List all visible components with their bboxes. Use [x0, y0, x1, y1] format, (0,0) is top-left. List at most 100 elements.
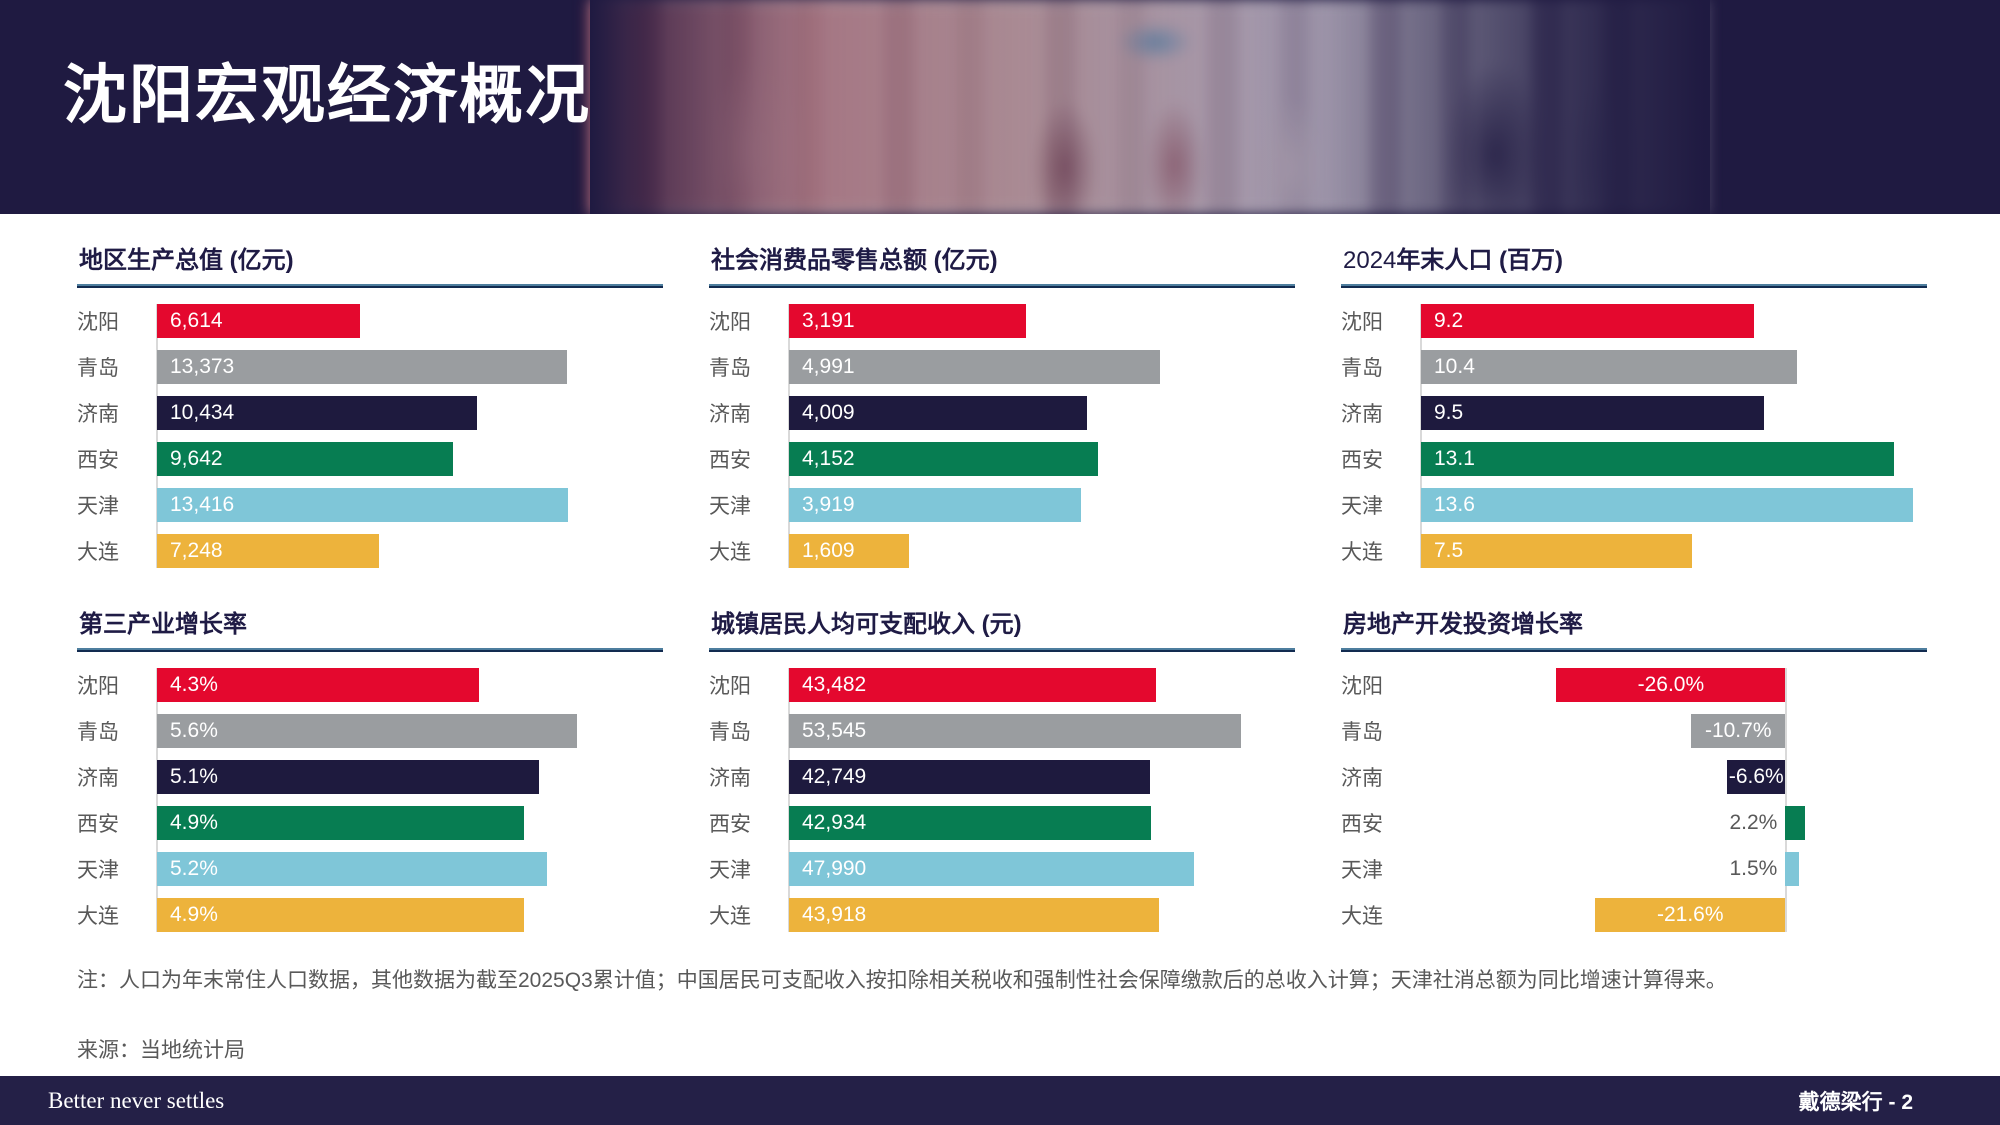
data-bar-jinan-navy: 5.1% [157, 760, 540, 794]
bar-area: 4.9% [157, 806, 663, 840]
bar-value: 7,248 [170, 539, 223, 562]
chart-row: 大连 4.9% [77, 898, 663, 932]
row-city-label: 大连 [77, 541, 119, 564]
data-bar-dalian-yellow: -21.6% [1595, 898, 1786, 932]
chart-retail-sales: 社会消费品零售总额 (亿元) 沈阳 3,191 青岛 4,991 济南 4,009 西安 4,… [709, 240, 1295, 568]
bar-area: 6,614 [157, 304, 663, 338]
chart-row: 西安 4.9% [77, 806, 663, 840]
bar-area: 3,919 [789, 488, 1295, 522]
row-city-label: 济南 [77, 767, 119, 790]
data-bar-xian-green: 13.1 [1421, 442, 1895, 476]
row-city-label: 沈阳 [1341, 675, 1383, 698]
title-underline [77, 284, 663, 288]
axis-line [156, 668, 158, 932]
bar-area: -10.7% [1421, 714, 1927, 748]
bar-value: 1,609 [802, 539, 855, 562]
chart-title: 房地产开发投资增长率 [1343, 604, 1927, 639]
row-city-label: 天津 [77, 495, 119, 518]
data-bar-tianjin-lightblue [1785, 852, 1799, 886]
chart-row: 大连 7,248 [77, 534, 663, 568]
row-city-label: 西安 [1341, 813, 1383, 836]
chart-title-text: 社会消费品零售总额 (亿元) [711, 247, 998, 274]
bar-area: 42,749 [789, 760, 1295, 794]
chart-row: 济南 10,434 [77, 396, 663, 430]
bar-value: 5.6% [170, 719, 218, 742]
bar-value: 4.9% [170, 811, 218, 834]
data-bar-qingdao-gray: -10.7% [1691, 714, 1786, 748]
source-text: 来源：当地统计局 [77, 1039, 245, 1062]
chart-title-text: 房地产开发投资增长率 [1343, 611, 1583, 638]
data-bar-tianjin-lightblue: 3,919 [789, 488, 1081, 522]
bar-value: 4.3% [170, 673, 218, 696]
data-bar-dalian-yellow: 43,918 [789, 898, 1160, 932]
data-bar-shenyang-red: 6,614 [157, 304, 360, 338]
chart-title: 地区生产总值 (亿元) [79, 240, 663, 275]
row-city-label: 济南 [709, 403, 751, 426]
axis-line [788, 668, 790, 932]
data-bar-qingdao-gray: 4,991 [789, 350, 1161, 384]
chart-row: 西安 13.1 [1341, 442, 1927, 476]
row-city-label: 济南 [77, 403, 119, 426]
row-city-label: 天津 [709, 859, 751, 882]
data-bar-xian-green [1785, 806, 1805, 840]
row-city-label: 沈阳 [77, 311, 119, 334]
bar-area: 5.2% [157, 852, 663, 886]
chart-row: 青岛 -10.7% [1341, 714, 1927, 748]
chart-row: 西安 4,152 [709, 442, 1295, 476]
bar-area: 53,545 [789, 714, 1295, 748]
chart-row: 沈阳 3,191 [709, 304, 1295, 338]
row-city-label: 大连 [1341, 905, 1383, 928]
chart-row: 青岛 4,991 [709, 350, 1295, 384]
chart-gdp: 地区生产总值 (亿元) 沈阳 6,614 青岛 13,373 济南 10,434 西安 9,6… [77, 240, 663, 568]
chart-row: 天津 47,990 [709, 852, 1295, 886]
axis-line [1420, 304, 1422, 568]
chart-row: 济南 5.1% [77, 760, 663, 794]
data-bar-jinan-navy: -6.6% [1727, 760, 1786, 794]
chart-title-text: 地区生产总值 (亿元) [79, 247, 294, 274]
bar-value: 4.9% [170, 903, 218, 926]
bar-area: 3,191 [789, 304, 1295, 338]
data-bar-shenyang-red: 3,191 [789, 304, 1027, 338]
row-city-label: 济南 [709, 767, 751, 790]
bar-value: 42,749 [802, 765, 867, 788]
chart-tertiary-industry-growth: 第三产业增长率 沈阳 4.3% 青岛 5.6% 济南 5.1% 西安 4.9% 天津 5.2% 大连… [77, 604, 663, 932]
footer-bar: Better never settles 戴德梁行 - 2 [0, 1076, 2000, 1125]
bar-area: -21.6% [1421, 898, 1927, 932]
chart-real-estate-investment-growth: 房地产开发投资增长率 沈阳 -26.0% 青岛 -10.7% 济南 -6.6% 西安 2.2%… [1341, 604, 1927, 932]
chart-row: 沈阳 43,482 [709, 668, 1295, 702]
footer-tagline: Better never settles [48, 1087, 225, 1113]
row-city-label: 大连 [77, 905, 119, 928]
row-city-label: 青岛 [709, 721, 751, 744]
data-bar-qingdao-gray: 53,545 [789, 714, 1241, 748]
chart-row: 天津 5.2% [77, 852, 663, 886]
data-bar-shenyang-red: -26.0% [1556, 668, 1786, 702]
data-bar-xian-green: 42,934 [789, 806, 1152, 840]
bar-value: 9.2 [1434, 309, 1464, 332]
bar-area: 43,918 [789, 898, 1295, 932]
row-city-label: 大连 [1341, 541, 1383, 564]
row-city-label: 沈阳 [1341, 311, 1383, 334]
data-bar-dalian-yellow: 4.9% [157, 898, 525, 932]
data-bar-dalian-yellow: 1,609 [789, 534, 909, 568]
bar-area: -6.6% [1421, 760, 1927, 794]
chart-body: 沈阳 4.3% 青岛 5.6% 济南 5.1% 西安 4.9% 天津 5.2% 大连 4.9% [77, 668, 663, 932]
row-city-label: 天津 [1341, 859, 1383, 882]
header-photo [590, 0, 1710, 214]
bar-value: 4,991 [802, 355, 855, 378]
data-bar-dalian-yellow: 7,248 [157, 534, 380, 568]
data-bar-tianjin-lightblue: 13,416 [157, 488, 569, 522]
row-city-label: 西安 [709, 449, 751, 472]
bar-area: 4.9% [157, 898, 663, 932]
chart-row: 天津 13.6 [1341, 488, 1927, 522]
data-bar-jinan-navy: 9.5 [1421, 396, 1765, 430]
data-bar-shenyang-red: 4.3% [157, 668, 480, 702]
chart-title-text: 第三产业增长率 [79, 611, 247, 638]
chart-body: 沈阳 6,614 青岛 13,373 济南 10,434 西安 9,642 天津 13,416 大连… [77, 304, 663, 568]
title-underline [1341, 648, 1927, 652]
chart-row: 天津 13,416 [77, 488, 663, 522]
bar-value: 10.4 [1434, 355, 1475, 378]
row-city-label: 青岛 [1341, 357, 1383, 380]
chart-row: 济南 4,009 [709, 396, 1295, 430]
data-bar-xian-green: 4.9% [157, 806, 525, 840]
data-bar-shenyang-red: 43,482 [789, 668, 1156, 702]
